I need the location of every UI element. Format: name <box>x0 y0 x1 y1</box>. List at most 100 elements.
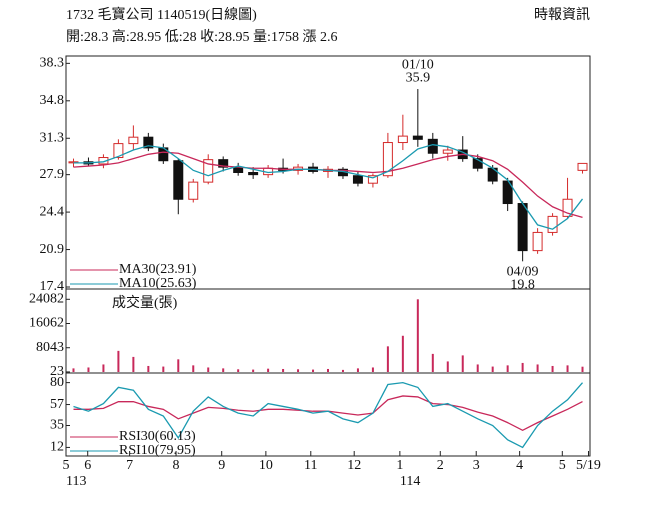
volume-bar <box>506 365 509 372</box>
volume-bar <box>222 368 225 372</box>
candle-body <box>113 143 124 159</box>
legend-label: RSI10(79.95) <box>119 443 196 458</box>
volume-bar <box>521 362 524 372</box>
candle-body <box>128 136 139 145</box>
volume-bar <box>551 365 554 372</box>
annotation-date: 04/09 <box>507 265 539 280</box>
x-tick-label: 7 <box>126 458 133 473</box>
y-tick-label: 16062 <box>29 316 64 331</box>
line-series <box>73 395 583 432</box>
x-group-label: 114 <box>400 474 420 489</box>
volume-bar <box>297 369 300 372</box>
volume-bar <box>491 366 494 372</box>
volume-bar <box>87 367 90 372</box>
candle-body <box>472 158 483 169</box>
volume-bar <box>102 364 105 372</box>
volume-bar <box>72 368 75 372</box>
legend-label: RSI30(60.13) <box>119 429 196 444</box>
volume-bar <box>192 365 195 372</box>
x-tick-label: 6 <box>84 458 91 473</box>
x-tick-label: 11 <box>304 458 317 473</box>
candle-body <box>173 160 184 200</box>
y-tick-label: 24.4 <box>40 204 65 219</box>
y-tick-label: 80 <box>50 375 64 390</box>
candle-body <box>218 159 229 168</box>
y-tick-label: 24082 <box>29 292 64 307</box>
y-tick-label: 35 <box>50 418 64 433</box>
plot-frame <box>65 55 591 457</box>
volume-bar <box>386 346 389 372</box>
y-tick-label: 17.4 <box>40 279 65 294</box>
x-group-label: 113 <box>66 474 86 489</box>
x-tick-label: 3 <box>473 458 480 473</box>
line-series <box>73 144 584 230</box>
legend-label: 成交量(張) <box>112 294 178 311</box>
candle-body <box>547 215 558 233</box>
line-series <box>73 381 584 449</box>
chart-title: 1732 毛寶公司 1140519(日線圖) <box>66 7 257 23</box>
legend-label: MA10(25.63) <box>119 276 197 291</box>
volume-bar <box>581 366 584 372</box>
x-tick-label: 10 <box>259 458 273 473</box>
legend-label: MA30(23.91) <box>119 262 197 277</box>
volume-bar <box>327 368 329 372</box>
annotation-date: 01/10 <box>402 57 434 72</box>
volume-bar <box>252 369 255 372</box>
y-tick-label: 23 <box>50 364 64 379</box>
volume-bar <box>356 368 359 372</box>
x-tick-label: 9 <box>218 458 225 473</box>
candle-body <box>562 198 573 217</box>
volume-bar <box>461 355 464 372</box>
annotation-value: 19.8 <box>510 278 535 293</box>
volume-bar <box>162 366 165 372</box>
volume-bar <box>177 359 180 372</box>
x-tick-label: 5/19 <box>576 458 601 473</box>
candle-body <box>352 175 363 184</box>
y-tick-label: 57 <box>50 397 64 412</box>
volume-bar <box>282 368 285 372</box>
volume-bar <box>147 365 150 372</box>
y-tick-label: 8043 <box>36 340 64 355</box>
candle-body <box>188 181 199 200</box>
y-tick-label: 38.3 <box>40 56 65 71</box>
y-tick-label: 27.9 <box>40 167 65 182</box>
volume-bar <box>431 353 434 372</box>
volume-bar <box>371 367 374 372</box>
candle-body <box>248 172 259 176</box>
candle-body <box>577 162 588 171</box>
volume-bar <box>341 369 344 372</box>
x-tick-label: 8 <box>173 458 180 473</box>
x-tick-label: 2 <box>437 458 444 473</box>
candle-body <box>382 142 393 177</box>
volume-bar <box>536 364 539 372</box>
x-tick-label: 12 <box>347 458 361 473</box>
candle-body <box>412 135 423 140</box>
volume-bar <box>132 356 135 372</box>
volume-bar <box>237 369 240 372</box>
y-tick-label: 31.3 <box>40 130 65 145</box>
volume-bar <box>476 364 479 372</box>
x-tick-label: 1 <box>396 458 403 473</box>
y-tick-label: 12 <box>50 440 64 455</box>
candle-body <box>397 135 408 144</box>
y-tick-label: 34.8 <box>40 93 65 108</box>
volume-bar <box>566 365 569 372</box>
volume-bar <box>416 299 419 372</box>
candle-body <box>367 175 378 184</box>
x-tick-label: 4 <box>516 458 523 473</box>
volume-bar <box>312 369 315 372</box>
volume-bar <box>401 335 404 372</box>
x-tick-label: 5 <box>63 458 70 473</box>
candle-body <box>442 149 453 154</box>
candle-body <box>427 138 438 154</box>
x-tick-label: 5 <box>559 458 566 473</box>
volume-bar <box>267 368 270 372</box>
y-tick-label: 20.9 <box>40 242 65 257</box>
volume-bar <box>117 350 120 372</box>
source: 時報資訊 <box>534 7 590 23</box>
candle-body <box>517 203 528 252</box>
candle-body <box>532 231 543 252</box>
annotation-value: 35.9 <box>406 70 431 85</box>
candle-body <box>143 136 154 149</box>
